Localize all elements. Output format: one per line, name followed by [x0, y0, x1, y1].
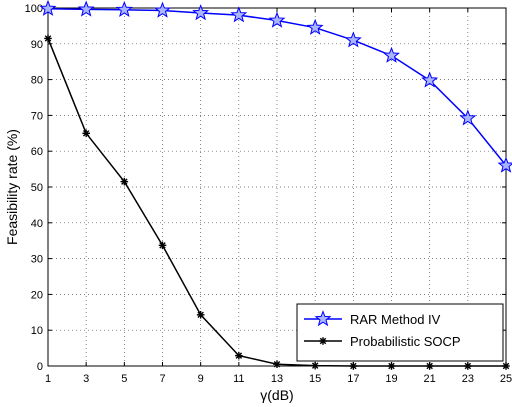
data-point-1 — [82, 129, 90, 138]
data-point-1 — [387, 362, 396, 370]
y-tick-label: 80 — [31, 75, 43, 87]
y-tick-label: 50 — [31, 182, 43, 194]
x-tick-label: 3 — [83, 373, 89, 385]
y-tick-label: 90 — [31, 39, 43, 51]
legend-marker-point — [319, 337, 327, 345]
data-point-1 — [120, 177, 129, 186]
x-tick-label: 17 — [347, 373, 359, 385]
data-point-0 — [39, 0, 57, 16]
series-layer — [39, 0, 512, 370]
y-tick-label: 60 — [31, 146, 43, 158]
data-point-0 — [459, 109, 477, 126]
data-point-0 — [421, 71, 439, 88]
data-point-1 — [158, 241, 167, 250]
legend-marker-socp — [319, 337, 327, 345]
data-point-0 — [306, 18, 324, 35]
x-tick-label: 13 — [271, 373, 283, 385]
legend-label-socp: Probabilistic SOCP — [350, 334, 461, 349]
data-point-0 — [497, 156, 512, 173]
data-point-1 — [311, 361, 319, 370]
data-point-0 — [344, 31, 362, 48]
data-point-1 — [349, 362, 358, 370]
data-point-0 — [115, 0, 133, 17]
y-tick-label: 30 — [31, 254, 43, 266]
data-point-1 — [196, 311, 205, 319]
x-tick-label: 1 — [45, 373, 51, 385]
x-tick-labels: 1 3 5 7 9 11 13 15 17 19 21 23 25 — [45, 373, 512, 385]
legend: RAR Method IV Probabilistic SOCP — [296, 303, 504, 362]
data-point-0 — [230, 6, 248, 23]
x-tick-label: 23 — [462, 373, 474, 385]
data-point-0 — [268, 11, 286, 28]
data-point-1 — [464, 362, 472, 370]
y-tick-label: 20 — [31, 289, 43, 301]
data-point-0 — [77, 0, 95, 17]
data-point-1 — [235, 351, 243, 360]
y-tick-label: 10 — [31, 325, 43, 337]
y-tick-labels: 0 10 20 30 40 50 60 70 80 90 100 — [25, 3, 43, 373]
data-point-1 — [44, 34, 52, 43]
y-tick-label: 40 — [31, 218, 43, 230]
y-tick-label: 70 — [31, 110, 43, 122]
y-tick-label: 0 — [37, 361, 43, 373]
data-point-1 — [502, 362, 510, 370]
data-point-0 — [154, 1, 171, 18]
legend-marker-point — [314, 310, 332, 327]
y-axis-label: Feasibility rate (%) — [4, 129, 20, 245]
x-tick-label: 19 — [385, 373, 397, 385]
legend-label-rar: RAR Method IV — [350, 312, 441, 327]
y-tick-label: 100 — [25, 3, 43, 15]
x-axis-label: γ(dB) — [260, 387, 293, 403]
x-tick-label: 15 — [309, 373, 321, 385]
x-tick-label: 21 — [424, 373, 436, 385]
data-point-0 — [383, 46, 400, 63]
legend-marker-rar — [314, 310, 332, 327]
data-point-0 — [192, 4, 210, 21]
x-tick-label: 7 — [159, 373, 165, 385]
data-point-1 — [425, 362, 434, 370]
legend-box — [296, 303, 504, 362]
grid — [48, 8, 506, 366]
data-point-1 — [273, 360, 281, 369]
x-tick-label: 25 — [500, 373, 512, 385]
x-tick-label: 5 — [121, 373, 127, 385]
x-tick-label: 9 — [198, 373, 204, 385]
x-tick-label: 11 — [233, 373, 244, 385]
